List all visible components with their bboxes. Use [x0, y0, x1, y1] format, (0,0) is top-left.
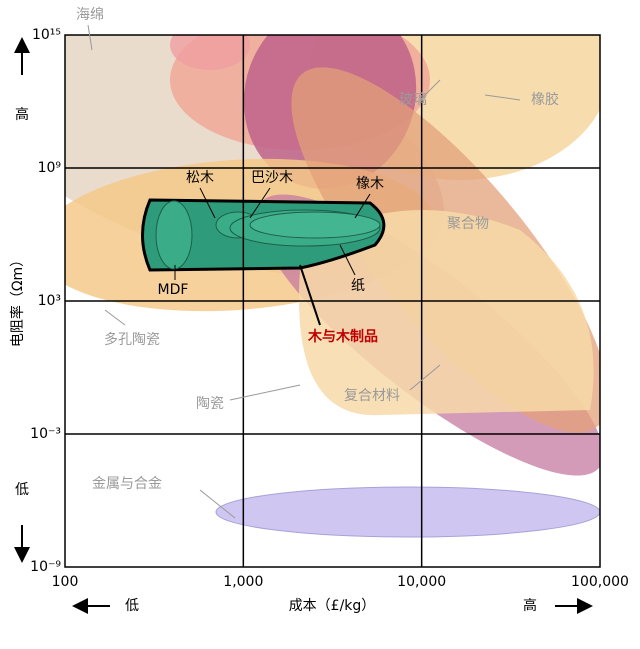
y-tick-label: 10³ — [38, 293, 61, 309]
region-label: 多孔陶瓷 — [104, 331, 160, 348]
wood-label: 纸 — [351, 278, 365, 294]
x-low: 低 — [125, 598, 139, 614]
y-tick-label: 10⁻³ — [30, 426, 61, 442]
region-label: 海绵 — [76, 6, 104, 23]
y-low: 低 — [15, 482, 29, 498]
grid — [65, 35, 600, 567]
wood-title: 木与木制品 — [307, 328, 378, 345]
composite-region — [299, 210, 594, 416]
region-label: 聚合物 — [447, 216, 489, 232]
wood-leaders — [174, 187, 371, 326]
top-region — [170, 35, 250, 70]
region-label: 橡胶 — [531, 91, 559, 108]
x-high: 高 — [523, 597, 537, 614]
y-tick-label: 10⁻⁹ — [30, 559, 61, 575]
wood-label: 橡木 — [356, 176, 384, 192]
leaders — [87, 24, 521, 519]
mdf-region — [155, 200, 193, 270]
region-labels: 海绵 玻璃 橡胶 聚合物 多孔陶瓷 陶瓷 复合材料 金属与合金 — [76, 6, 559, 492]
region-label: 玻璃 — [399, 91, 427, 108]
region-label: 复合材料 — [344, 387, 400, 404]
frame — [64, 34, 601, 568]
x-tick-label: 10,000 — [397, 574, 446, 590]
y-high: 高 — [15, 106, 29, 123]
wood-label: 巴沙木 — [251, 170, 293, 186]
y-tick-label: 10⁹ — [38, 160, 62, 176]
region-label: 金属与合金 — [92, 476, 162, 492]
x-tick-label: 1,000 — [223, 574, 263, 590]
regions — [65, 35, 600, 538]
x-tick-label: 100,000 — [571, 574, 629, 590]
region-label: 陶瓷 — [196, 396, 224, 412]
x-axis-label: 成本（£/kg） — [289, 598, 376, 614]
oak-region — [249, 211, 381, 239]
y-axis-label: 电阻率（Ωm） — [9, 253, 26, 347]
wood-label: MDF — [158, 282, 189, 298]
x-tick-label: 100 — [52, 574, 79, 590]
y-tick-label: 10¹⁵ — [32, 27, 61, 43]
metal-region — [215, 486, 600, 538]
wood-label: 松木 — [186, 170, 214, 186]
